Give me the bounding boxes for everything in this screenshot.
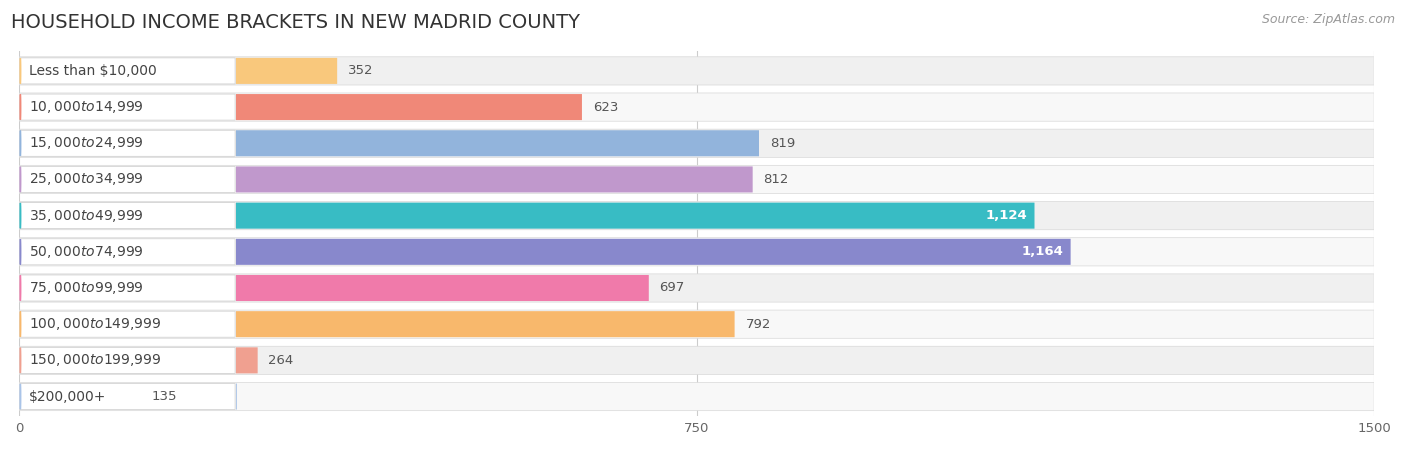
FancyBboxPatch shape [20,382,1374,411]
FancyBboxPatch shape [20,94,235,120]
Text: $25,000 to $34,999: $25,000 to $34,999 [30,171,143,188]
FancyBboxPatch shape [236,239,1070,265]
Text: 264: 264 [269,354,294,367]
Text: $75,000 to $99,999: $75,000 to $99,999 [30,280,143,296]
FancyBboxPatch shape [236,275,648,301]
FancyBboxPatch shape [20,239,235,265]
FancyBboxPatch shape [20,238,1374,266]
FancyBboxPatch shape [20,310,1374,338]
FancyBboxPatch shape [20,311,235,337]
Text: 792: 792 [745,318,770,331]
FancyBboxPatch shape [236,94,582,120]
FancyBboxPatch shape [20,129,1374,157]
Text: $50,000 to $74,999: $50,000 to $74,999 [30,244,143,260]
FancyBboxPatch shape [20,202,1374,230]
FancyBboxPatch shape [20,202,235,229]
Text: 352: 352 [349,64,374,77]
FancyBboxPatch shape [236,311,734,337]
Text: 812: 812 [763,173,789,186]
FancyBboxPatch shape [236,202,1035,229]
Text: 1,124: 1,124 [986,209,1028,222]
FancyBboxPatch shape [20,274,1374,302]
FancyBboxPatch shape [20,165,1374,194]
FancyBboxPatch shape [20,347,235,374]
Text: $10,000 to $14,999: $10,000 to $14,999 [30,99,143,115]
FancyBboxPatch shape [236,58,337,84]
Text: 697: 697 [659,282,685,294]
Text: Source: ZipAtlas.com: Source: ZipAtlas.com [1261,14,1395,27]
FancyBboxPatch shape [20,275,235,301]
Text: 623: 623 [593,101,619,113]
FancyBboxPatch shape [236,130,759,156]
FancyBboxPatch shape [236,347,257,374]
Text: 819: 819 [770,137,794,150]
FancyBboxPatch shape [20,346,1374,374]
FancyBboxPatch shape [20,166,235,193]
Text: Less than $10,000: Less than $10,000 [30,64,156,78]
Text: $15,000 to $24,999: $15,000 to $24,999 [30,135,143,151]
FancyBboxPatch shape [236,166,752,193]
FancyBboxPatch shape [20,58,235,84]
Text: $150,000 to $199,999: $150,000 to $199,999 [30,352,162,369]
FancyBboxPatch shape [20,93,1374,121]
Text: $35,000 to $49,999: $35,000 to $49,999 [30,207,143,224]
FancyBboxPatch shape [20,383,235,410]
Text: 1,164: 1,164 [1022,245,1063,258]
Text: $100,000 to $149,999: $100,000 to $149,999 [30,316,162,332]
Text: HOUSEHOLD INCOME BRACKETS IN NEW MADRID COUNTY: HOUSEHOLD INCOME BRACKETS IN NEW MADRID … [11,14,581,32]
Text: 135: 135 [152,390,177,403]
FancyBboxPatch shape [20,130,235,156]
Text: $200,000+: $200,000+ [30,390,107,404]
FancyBboxPatch shape [20,57,1374,85]
